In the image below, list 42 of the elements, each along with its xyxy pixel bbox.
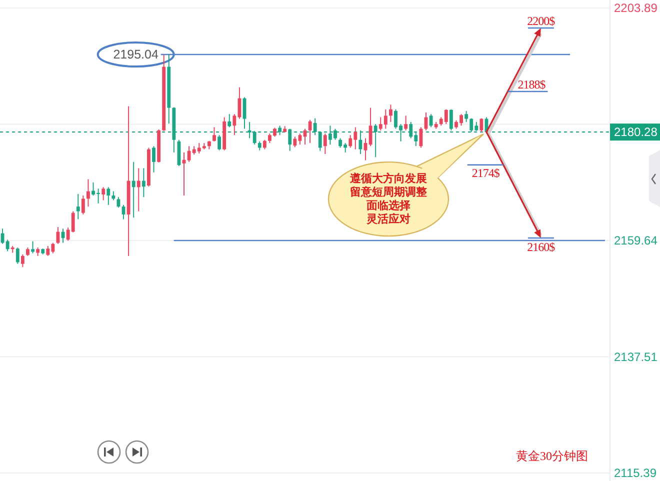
candlestick [288,128,292,152]
annotation: 灵活应对 [365,212,410,226]
ref-line-label: 2195.04 [113,48,158,62]
ref-line-label: 2180.28 [614,125,658,140]
candlestick [388,104,392,122]
annotation: 2188$ [518,77,546,92]
candlestick [132,161,136,218]
candlestick [81,195,85,215]
annotation: 2174$ [472,166,500,180]
candlestick [464,110,468,122]
candlestick [106,186,110,206]
annotation: 留意短周期调整 [350,185,428,198]
y-tick-label: 2137.51 [614,350,658,364]
candlestick [218,134,222,151]
candlestick [323,133,327,155]
annotation: 2160$ [527,240,556,254]
candlestick [212,126,216,142]
annotation: 面临选择 [365,198,410,212]
candlestick [86,178,90,208]
candlestick [228,114,232,128]
candlestick [480,118,484,132]
candlestick [262,139,266,150]
candlestick [6,239,10,252]
y-tick-label: 2159.64 [614,234,658,248]
candlestick [368,107,372,147]
candlestick [102,186,106,201]
candlestick [404,115,408,131]
annotation: 遵循大方向发展 [348,172,427,185]
annotation: 2200$ [527,14,556,28]
candlestick [308,119,312,144]
candlestick [16,247,20,264]
y-tick-label: 2203.89 [614,1,658,15]
candlestick [142,168,146,198]
candlestick [20,254,24,268]
candlestick [152,146,156,173]
candlestick [424,112,428,131]
candlestick [31,240,34,254]
candlestick [419,126,423,148]
candlestick [136,168,140,212]
annotation: 黄金30分钟图 [516,449,588,463]
y-tick-label: 2115.39 [614,466,657,480]
candlestick [76,193,80,220]
